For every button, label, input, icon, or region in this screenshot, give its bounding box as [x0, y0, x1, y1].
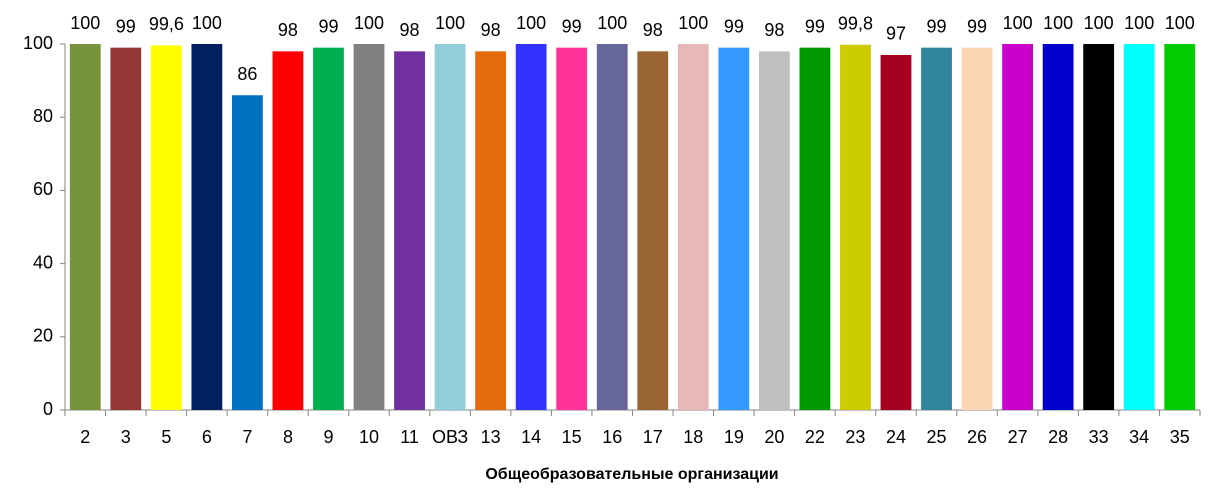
x-tick-label: 9: [323, 427, 333, 447]
bar: [840, 44, 871, 411]
data-label: 98: [481, 20, 501, 40]
x-tick-label: 19: [724, 427, 744, 447]
data-label: 98: [278, 20, 298, 40]
x-axis-title: Общеобразовательные организации: [485, 466, 778, 483]
y-tick-label: 80: [33, 106, 53, 126]
bar: [1083, 44, 1115, 410]
bar: [191, 44, 223, 410]
bar: [799, 47, 831, 410]
data-label: 99,8: [838, 13, 873, 33]
bar: [232, 95, 263, 411]
x-tick-label: 18: [683, 427, 703, 447]
bar: [475, 51, 507, 410]
data-label: 99,6: [149, 14, 184, 34]
x-tick-label: 5: [161, 427, 171, 447]
data-label: 100: [678, 13, 708, 33]
x-tick-label: 26: [967, 427, 987, 447]
bar: [677, 44, 709, 410]
data-label: 100: [597, 13, 627, 33]
data-label: 100: [1124, 13, 1154, 33]
data-label: 100: [1003, 13, 1033, 33]
x-tick-label: 8: [283, 427, 293, 447]
data-label: 98: [400, 20, 420, 40]
data-label: 99: [805, 16, 825, 36]
x-tick-label: 24: [886, 427, 906, 447]
x-tick-label: 3: [121, 427, 131, 447]
bar: [110, 47, 142, 410]
x-tick-label: 33: [1089, 427, 1109, 447]
x-tick-label: 22: [805, 427, 825, 447]
data-label: 98: [764, 20, 784, 40]
data-label: 100: [70, 13, 100, 33]
bar: [150, 45, 182, 411]
bar: [394, 51, 425, 410]
bar: [596, 44, 628, 410]
x-tick-label: 15: [562, 427, 582, 447]
y-tick-label: 100: [23, 33, 53, 53]
x-tick-label: 20: [764, 427, 784, 447]
data-label: 100: [1165, 13, 1195, 33]
data-label: 100: [435, 13, 465, 33]
bar: [718, 47, 750, 410]
y-tick-label: 40: [33, 252, 53, 272]
x-tick-label: 34: [1129, 427, 1149, 447]
data-label: 99: [116, 16, 136, 36]
bar: [272, 51, 304, 410]
data-label: 100: [516, 13, 546, 33]
y-tick-label: 0: [43, 399, 53, 419]
bar: [637, 51, 669, 410]
y-tick-label: 20: [33, 326, 53, 346]
bar: [880, 54, 912, 410]
data-label: 97: [886, 24, 906, 44]
bar: [1002, 44, 1033, 410]
data-label: 99: [562, 16, 582, 36]
bar: [434, 44, 466, 410]
x-tick-label: 13: [481, 427, 501, 447]
data-label: 98: [643, 20, 663, 40]
data-label: 99: [318, 16, 338, 36]
bar: [353, 44, 385, 410]
bar: [1164, 44, 1196, 410]
data-label: 100: [354, 13, 384, 33]
x-tick-label: 28: [1048, 427, 1068, 447]
data-label: 100: [1043, 13, 1073, 33]
x-tick-label: 7: [242, 427, 252, 447]
x-tick-label: 25: [927, 427, 947, 447]
x-tick-label: 14: [521, 427, 541, 447]
data-label: 99: [927, 16, 947, 36]
data-label: 100: [1084, 13, 1114, 33]
bar: [556, 47, 588, 410]
data-label: 99: [724, 16, 744, 36]
x-tick-label: ОВЗ: [432, 427, 468, 447]
x-tick-label: 11: [400, 427, 419, 447]
bar: [515, 44, 547, 410]
x-tick-label: 27: [1008, 427, 1028, 447]
bar: [313, 47, 344, 410]
x-tick-label: 10: [359, 427, 379, 447]
x-tick-label: 16: [602, 427, 622, 447]
x-tick-label: 6: [202, 427, 212, 447]
y-tick-label: 60: [33, 179, 53, 199]
bar: [921, 47, 952, 410]
bar: [1123, 44, 1155, 410]
x-tick-label: 35: [1170, 427, 1190, 447]
bar: [69, 44, 101, 410]
x-tick-label: 2: [80, 427, 90, 447]
x-tick-label: 17: [643, 427, 663, 447]
bar: [961, 47, 993, 410]
bar: [758, 51, 790, 410]
data-label: 86: [237, 64, 257, 84]
data-label: 99: [967, 16, 987, 36]
data-label: 100: [192, 13, 222, 33]
x-tick-label: 23: [845, 427, 865, 447]
bar: [1042, 44, 1074, 410]
